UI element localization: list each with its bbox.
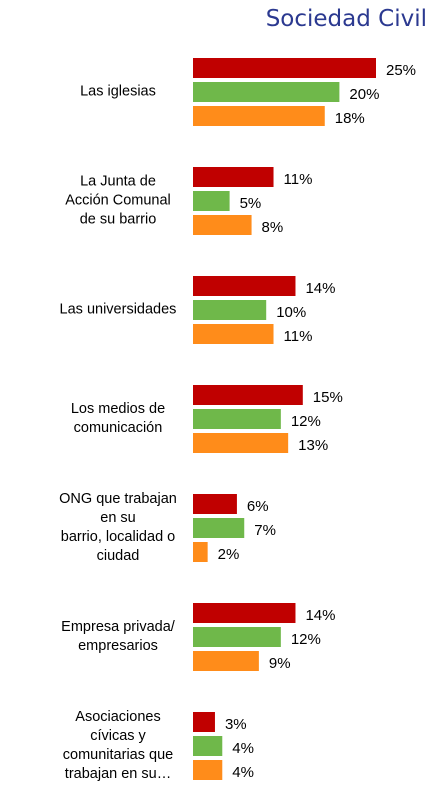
value-label: 5% bbox=[240, 195, 262, 212]
value-label: 12% bbox=[291, 631, 321, 648]
bar bbox=[193, 736, 223, 756]
value-label: 4% bbox=[232, 740, 254, 757]
category-label: La Junta de Acción Comunal de su barrio bbox=[65, 173, 171, 228]
category-label: Los medios de comunicación bbox=[70, 401, 166, 436]
bar bbox=[193, 324, 274, 344]
bar bbox=[193, 712, 215, 732]
value-label: 10% bbox=[276, 304, 306, 321]
value-label: 7% bbox=[254, 522, 276, 539]
category-label: Empresa privada/ empresarios bbox=[61, 619, 175, 654]
bar bbox=[193, 760, 223, 780]
value-label: 6% bbox=[247, 498, 269, 515]
value-label: 11% bbox=[284, 328, 313, 345]
value-label: 18% bbox=[335, 110, 365, 127]
value-label: 11% bbox=[284, 171, 313, 188]
value-label: 9% bbox=[269, 655, 291, 672]
bar bbox=[193, 191, 230, 211]
value-label: 20% bbox=[349, 86, 379, 103]
bar bbox=[193, 651, 259, 671]
bar bbox=[193, 385, 303, 405]
category-label: Asociaciones cívicas y comunitarias que … bbox=[62, 709, 174, 782]
value-label: 4% bbox=[232, 764, 254, 781]
bar bbox=[193, 58, 376, 78]
bar bbox=[193, 82, 340, 102]
bar bbox=[193, 215, 252, 235]
value-label: 3% bbox=[225, 716, 247, 733]
value-label: 2% bbox=[218, 546, 240, 563]
bar bbox=[193, 409, 281, 429]
bar bbox=[193, 603, 296, 623]
bar bbox=[193, 433, 289, 453]
chart-title: Sociedad Civil bbox=[265, 6, 427, 32]
value-label: 12% bbox=[291, 413, 321, 430]
category-label: ONG que trabajan en su barrio, localidad… bbox=[59, 491, 177, 564]
value-label: 15% bbox=[313, 389, 343, 406]
bar bbox=[193, 106, 325, 126]
category-label: Las universidades bbox=[59, 301, 177, 318]
value-label: 14% bbox=[305, 280, 335, 297]
value-label: 14% bbox=[305, 607, 335, 624]
bar bbox=[193, 518, 245, 538]
bar bbox=[193, 627, 281, 647]
bar bbox=[193, 542, 208, 562]
bar bbox=[193, 494, 237, 514]
bar bbox=[193, 276, 296, 296]
value-label: 13% bbox=[298, 437, 328, 454]
bar bbox=[193, 300, 267, 320]
category-label: Las iglesias bbox=[80, 83, 156, 100]
bar bbox=[193, 167, 274, 187]
value-label: 8% bbox=[262, 219, 284, 236]
value-label: 25% bbox=[386, 62, 416, 79]
